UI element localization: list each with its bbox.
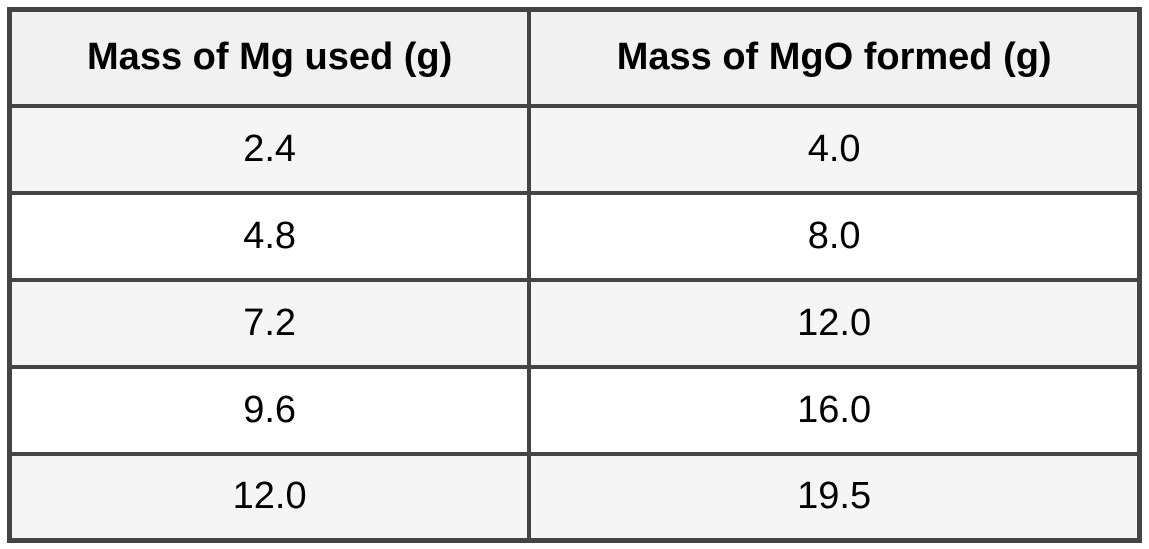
table-body: 2.4 4.0 4.8 8.0 7.2 12.0 9.6 16.0 12.0 19.5	[7, 103, 1142, 543]
column-header-mass-mgo-formed: Mass of MgO formed (g)	[527, 7, 1142, 108]
table-cell: 9.6	[7, 364, 532, 456]
table-header: Mass of Mg used (g) Mass of MgO formed (…	[7, 7, 1142, 108]
table-cell: 4.8	[7, 190, 532, 282]
table-cell: 19.5	[527, 451, 1142, 543]
table-row: 12.0 19.5	[7, 451, 1142, 543]
table-cell: 7.2	[7, 277, 532, 369]
table-row: 2.4 4.0	[7, 103, 1142, 195]
table-cell: 12.0	[7, 451, 532, 543]
mass-data-table: Mass of Mg used (g) Mass of MgO formed (…	[7, 7, 1142, 543]
table-cell: 2.4	[7, 103, 532, 195]
table-cell: 12.0	[527, 277, 1142, 369]
header-row: Mass of Mg used (g) Mass of MgO formed (…	[7, 7, 1142, 108]
table-cell: 16.0	[527, 364, 1142, 456]
table-cell: 4.0	[527, 103, 1142, 195]
table-cell: 8.0	[527, 190, 1142, 282]
table-row: 9.6 16.0	[7, 364, 1142, 456]
table-row: 4.8 8.0	[7, 190, 1142, 282]
column-header-mass-mg-used: Mass of Mg used (g)	[7, 7, 532, 108]
table-row: 7.2 12.0	[7, 277, 1142, 369]
